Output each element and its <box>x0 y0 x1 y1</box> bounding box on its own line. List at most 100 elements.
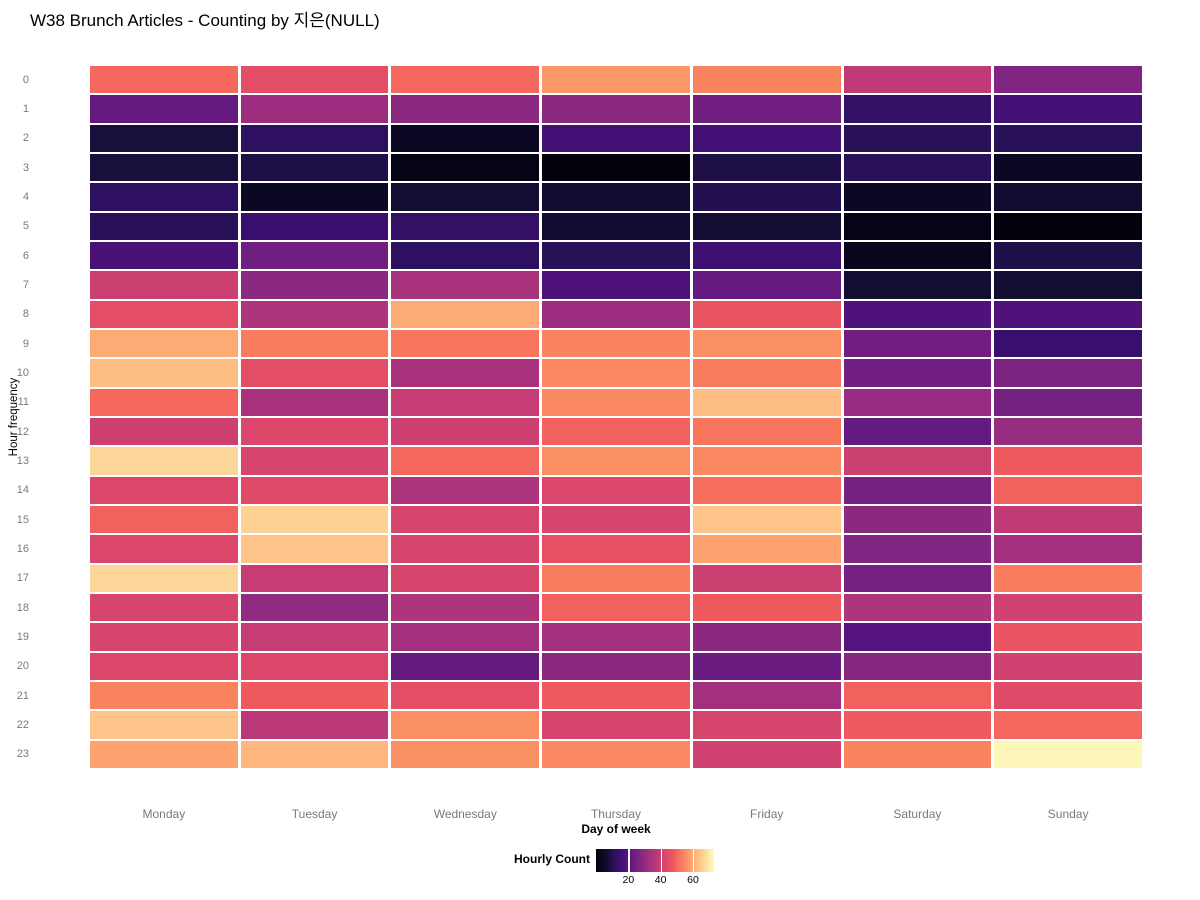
heatmap-cell <box>542 95 690 123</box>
heatmap-cell <box>692 535 841 563</box>
y-tick-label: 1 <box>22 102 29 115</box>
heatmap-cell <box>994 66 1142 94</box>
heatmap-cell <box>391 212 540 240</box>
y-tick-label: 18 <box>16 601 29 614</box>
heatmap-cell <box>994 476 1142 504</box>
heatmap-cell <box>994 212 1142 240</box>
heatmap-cell <box>542 388 690 416</box>
y-tick-label: 9 <box>22 337 29 350</box>
heatmap-cell <box>843 271 992 299</box>
heatmap-cell <box>692 711 841 739</box>
heatmap-cell <box>391 95 540 123</box>
heatmap-cell <box>542 652 690 680</box>
heatmap-cell <box>90 535 238 563</box>
heatmap-cell <box>391 66 540 94</box>
heatmap-cell <box>542 300 690 328</box>
heatmap-cell <box>391 711 540 739</box>
y-tick-label: 2 <box>22 132 29 145</box>
heatmap-cell <box>994 711 1142 739</box>
heatmap-cell <box>391 594 540 622</box>
heatmap-cell <box>90 623 238 651</box>
heatmap-cell <box>90 564 238 592</box>
heatmap-cell <box>542 330 690 358</box>
heatmap-cell <box>994 564 1142 592</box>
heatmap-cell <box>692 124 841 152</box>
heatmap-cell <box>240 183 389 211</box>
y-tick-label: 10 <box>16 366 29 379</box>
heatmap-cell <box>692 271 841 299</box>
heatmap-cell <box>90 711 238 739</box>
heatmap-cell <box>692 154 841 182</box>
heatmap-cell <box>843 711 992 739</box>
legend-tick-mark <box>628 849 630 872</box>
heatmap-cell <box>542 447 690 475</box>
x-tick-label: Friday <box>750 807 784 821</box>
heatmap-cell <box>391 388 540 416</box>
heatmap-cell <box>240 652 389 680</box>
heatmap-cell <box>542 682 690 710</box>
x-tick-label: Saturday <box>893 807 942 821</box>
heatmap-cell <box>391 359 540 387</box>
heatmap-cell <box>240 330 389 358</box>
heatmap-cell <box>391 506 540 534</box>
heatmap-cell <box>542 740 690 768</box>
heatmap-cell <box>240 418 389 446</box>
heatmap-cell <box>90 359 238 387</box>
heatmap-cell <box>240 95 389 123</box>
heatmap-cell <box>994 447 1142 475</box>
heatmap-cell <box>542 212 690 240</box>
y-tick-label: 19 <box>16 630 29 643</box>
heatmap-cell <box>90 682 238 710</box>
heatmap-cell <box>240 476 389 504</box>
heatmap-cell <box>542 418 690 446</box>
heatmap-cell <box>90 447 238 475</box>
heatmap-cell <box>240 682 389 710</box>
heatmap-cell <box>994 535 1142 563</box>
legend-tick-mark <box>660 849 663 872</box>
heatmap-cell <box>692 95 841 123</box>
x-tick-label: Wednesday <box>433 807 497 821</box>
heatmap-cell <box>843 564 992 592</box>
heatmap-cell <box>90 388 238 416</box>
heatmap-cell <box>843 652 992 680</box>
heatmap-cell <box>542 535 690 563</box>
heatmap-cell <box>391 535 540 563</box>
heatmap-cell <box>542 594 690 622</box>
heatmap-cell <box>994 95 1142 123</box>
legend-tick-label: 20 <box>622 874 635 886</box>
heatmap-cell <box>240 124 389 152</box>
y-tick-label: 22 <box>16 718 29 731</box>
y-tick-label: 13 <box>16 454 29 467</box>
x-axis-tick-labels: Monday Tuesday Wednesday Thursday Friday Satu… <box>90 807 1142 821</box>
heatmap-cell <box>391 330 540 358</box>
legend-title: Hourly Count <box>514 852 590 866</box>
heatmap-cell <box>692 330 841 358</box>
heatmap-cell <box>994 183 1142 211</box>
y-tick-label: 14 <box>16 484 29 497</box>
y-axis-tick-labels: 0 1 2 3 4 5 6 7 8 9 10 11 12 13 14 15 16 17 18 19 20 21 22 23 <box>0 66 29 768</box>
heatmap-cell <box>90 594 238 622</box>
heatmap-cell <box>994 506 1142 534</box>
heatmap-cell <box>391 476 540 504</box>
heatmap-cell <box>542 271 690 299</box>
heatmap-cell <box>240 594 389 622</box>
heatmap-cell <box>240 535 389 563</box>
heatmap-cell <box>240 506 389 534</box>
heatmap-cell <box>843 66 992 94</box>
heatmap-cell <box>240 740 389 768</box>
heatmap-cell <box>542 359 690 387</box>
heatmap-cell <box>391 447 540 475</box>
heatmap-cell <box>391 418 540 446</box>
x-axis-title: Day of week <box>581 822 651 836</box>
heatmap-cell <box>542 476 690 504</box>
heatmap-cell <box>542 623 690 651</box>
heatmap-cell <box>994 300 1142 328</box>
heatmap-cell <box>90 418 238 446</box>
heatmap-cell <box>994 418 1142 446</box>
x-tick-label: Thursday <box>590 807 641 821</box>
heatmap-cell <box>542 242 690 270</box>
heatmap-cell <box>240 388 389 416</box>
heatmap-cell <box>240 271 389 299</box>
heatmap-cell <box>843 418 992 446</box>
heatmap-cell <box>90 300 238 328</box>
